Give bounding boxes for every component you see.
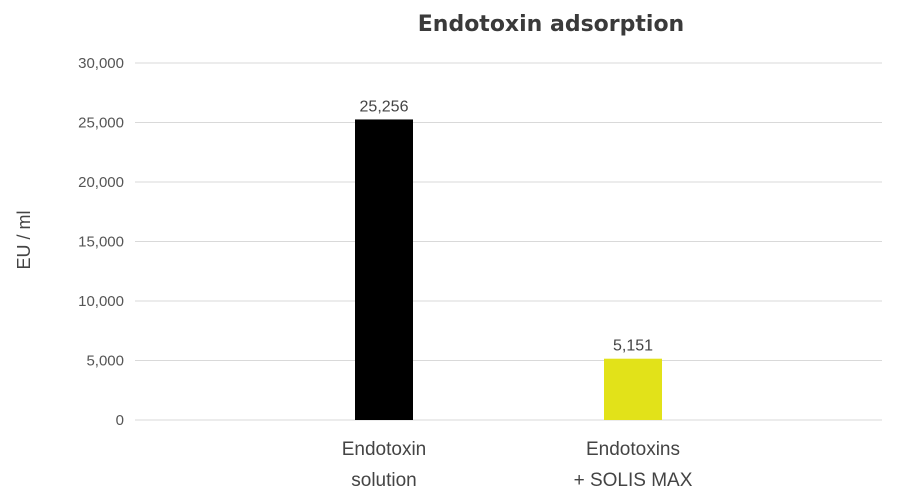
x-category-label: Endotoxin <box>342 439 427 460</box>
bar <box>355 119 413 420</box>
y-axis-label: EU / ml <box>14 210 34 269</box>
y-tick-label: 30,000 <box>78 55 124 72</box>
y-tick-label: 0 <box>116 412 124 429</box>
x-category-label: Endotoxins <box>586 439 680 460</box>
chart-title: Endotoxin adsorption <box>418 12 684 37</box>
y-tick-label: 10,000 <box>78 293 124 310</box>
data-label: 25,256 <box>360 98 409 115</box>
data-label: 5,151 <box>613 338 653 355</box>
y-tick-label: 20,000 <box>78 174 124 191</box>
x-category-label: solution <box>351 470 417 491</box>
bar <box>604 358 662 420</box>
data-labels: 25,256 5,151 <box>360 98 654 354</box>
gridlines <box>135 62 882 421</box>
y-tick-label: 15,000 <box>78 234 124 251</box>
y-axis-ticks: 0 5,000 10,000 15,000 20,000 25,000 30,000 <box>78 55 124 429</box>
bars <box>355 119 662 420</box>
x-category-label: + SOLIS MAX <box>574 470 693 491</box>
y-tick-label: 5,000 <box>86 353 124 370</box>
x-axis-categories: Endotoxin solution Endotoxins + SOLIS MAX <box>342 439 693 491</box>
y-tick-label: 25,000 <box>78 115 124 132</box>
